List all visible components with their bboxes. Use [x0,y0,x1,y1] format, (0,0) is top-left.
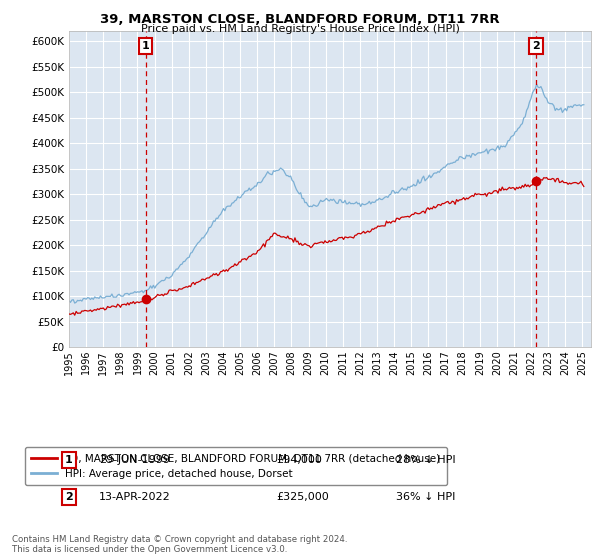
Text: 36% ↓ HPI: 36% ↓ HPI [396,492,455,502]
Text: 29-JUN-1999: 29-JUN-1999 [99,455,170,465]
Text: 39, MARSTON CLOSE, BLANDFORD FORUM, DT11 7RR: 39, MARSTON CLOSE, BLANDFORD FORUM, DT11… [100,13,500,26]
Text: 13-APR-2022: 13-APR-2022 [99,492,171,502]
Legend: 39, MARSTON CLOSE, BLANDFORD FORUM, DT11 7RR (detached house), HPI: Average pric: 39, MARSTON CLOSE, BLANDFORD FORUM, DT11… [25,447,446,486]
Text: 1: 1 [65,455,73,465]
Text: Contains HM Land Registry data © Crown copyright and database right 2024.
This d: Contains HM Land Registry data © Crown c… [12,535,347,554]
Text: 2: 2 [532,41,540,51]
Text: 1: 1 [142,41,150,51]
Text: £325,000: £325,000 [276,492,329,502]
Text: 2: 2 [65,492,73,502]
Text: Price paid vs. HM Land Registry's House Price Index (HPI): Price paid vs. HM Land Registry's House … [140,24,460,34]
Text: £94,000: £94,000 [276,455,322,465]
Text: 28% ↓ HPI: 28% ↓ HPI [396,455,455,465]
